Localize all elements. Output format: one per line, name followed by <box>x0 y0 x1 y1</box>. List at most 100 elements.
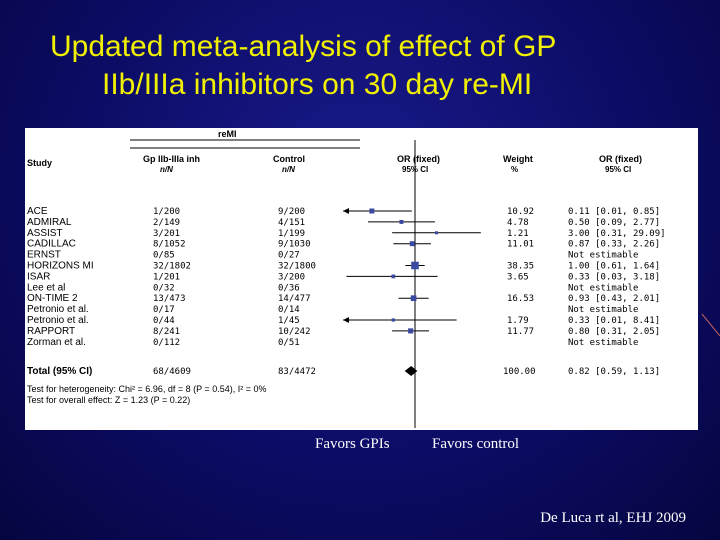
study-weight: 4.78 <box>507 218 529 228</box>
ci-arrow-left <box>343 317 349 323</box>
header-or2: OR (fixed) <box>599 154 642 164</box>
header-or2-ci: 95% CI <box>605 165 631 174</box>
control-count: 0/36 <box>278 283 300 293</box>
point-estimate <box>409 241 415 247</box>
title-line-2: IIb/IIIa inhibitors on 30 day re-MI <box>102 68 533 101</box>
header-treat: Gp IIb-IIIa inh <box>143 154 200 164</box>
treat-count: 8/241 <box>153 327 180 337</box>
study-name: ADMIRAL <box>27 217 72 228</box>
treat-count: 2/149 <box>153 218 180 228</box>
control-count: 4/151 <box>278 218 305 228</box>
study-name: ISAR <box>27 271 50 282</box>
header-control: Control <box>273 154 305 164</box>
header-weight-unit: % <box>511 165 518 174</box>
slide-title: Updated meta-analysis of effect of GP II… <box>40 28 680 104</box>
point-estimate <box>391 318 395 322</box>
study-weight: 1.21 <box>507 229 529 239</box>
study-or-text: 0.33 [0.01, 8.41] <box>568 316 660 326</box>
treat-count: 1/200 <box>153 207 180 217</box>
control-count: 0/27 <box>278 251 300 261</box>
forest-plot: reMI Study Gp IIb-IIIa inh n/N Control n… <box>27 129 666 428</box>
treat-count: 0/85 <box>153 251 175 261</box>
study-name: ACE <box>27 206 48 217</box>
outcome-label: reMI <box>218 129 237 139</box>
point-estimate <box>408 328 414 334</box>
study-weight: 38.35 <box>507 262 534 272</box>
overall-effect-test: Test for overall effect: Z = 1.23 (P = 0… <box>27 395 190 405</box>
treat-count: 0/112 <box>153 338 180 348</box>
total-name: Total (95% CI) <box>27 366 92 377</box>
study-name: ON-TIME 2 <box>27 293 78 304</box>
study-weight: 16.53 <box>507 294 534 304</box>
ci-arrow-left <box>343 208 349 214</box>
treat-count: 0/17 <box>153 305 175 315</box>
control-count: 0/14 <box>278 305 300 315</box>
study-or-text: Not estimable <box>568 338 638 348</box>
header-control-sub: n/N <box>282 165 295 174</box>
favors-control-label: Favors control <box>432 436 520 452</box>
study-name: Petronio et al. <box>27 304 89 315</box>
point-estimate <box>411 261 419 270</box>
control-count: 1/45 <box>278 316 300 326</box>
header-study: Study <box>27 158 52 168</box>
study-weight: 3.65 <box>507 272 529 282</box>
treat-count: 32/1802 <box>153 262 191 272</box>
total-or-text: 0.82 [0.59, 1.13] <box>568 367 660 377</box>
header-or: OR (fixed) <box>397 154 440 164</box>
control-count: 0/51 <box>278 338 300 348</box>
study-weight: 10.92 <box>507 207 534 217</box>
header-weight: Weight <box>503 154 533 164</box>
study-or-text: Not estimable <box>568 283 638 293</box>
study-name: RAPPORT <box>27 326 75 337</box>
study-weight: 11.01 <box>507 240 534 250</box>
study-name: Lee et al <box>27 282 65 293</box>
total-weight: 100.00 <box>503 367 536 377</box>
study-or-text: 1.00 [0.61, 1.64] <box>568 262 660 272</box>
treat-count: 0/32 <box>153 283 175 293</box>
control-count: 32/1800 <box>278 262 316 272</box>
total-treat: 68/4609 <box>153 367 191 377</box>
study-or-text: Not estimable <box>568 305 638 315</box>
study-or-text: 0.87 [0.33, 2.26] <box>568 240 660 250</box>
study-or-text: 0.11 [0.01, 0.85] <box>568 207 660 217</box>
treat-count: 3/201 <box>153 229 180 239</box>
favors-gpis-label: Favors GPIs <box>315 436 390 452</box>
study-or-text: 0.50 [0.09, 2.77] <box>568 218 660 228</box>
study-name: ASSIST <box>27 228 63 239</box>
study-or-text: 0.80 [0.31, 2.05] <box>568 327 660 337</box>
treat-count: 0/44 <box>153 316 175 326</box>
point-estimate <box>410 295 417 302</box>
study-name: ERNST <box>27 250 61 261</box>
total-control: 83/4472 <box>278 367 316 377</box>
control-count: 10/242 <box>278 327 311 337</box>
point-estimate <box>399 219 404 224</box>
control-count: 14/477 <box>278 294 311 304</box>
point-estimate <box>434 231 438 235</box>
forest-plot-panel: reMI Study Gp IIb-IIIa inh n/N Control n… <box>25 128 698 430</box>
control-count: 9/200 <box>278 207 305 217</box>
point-estimate <box>391 274 396 279</box>
study-name: HORIZONS MI <box>27 261 94 272</box>
study-weight: 11.77 <box>507 327 534 337</box>
point-estimate <box>369 208 375 214</box>
heterogeneity-test: Test for heterogeneity: Chi² = 6.96, df … <box>27 384 266 394</box>
study-name: CADILLAC <box>27 239 76 250</box>
study-or-text: 0.33 [0.03, 3.18] <box>568 272 660 282</box>
study-name: Petronio et al. <box>27 315 89 326</box>
study-weight: 1.79 <box>507 316 529 326</box>
title-line-1: Updated meta-analysis of effect of GP <box>50 30 557 63</box>
treat-count: 8/1052 <box>153 240 186 250</box>
header-treat-sub: n/N <box>160 165 173 174</box>
control-count: 1/199 <box>278 229 305 239</box>
treat-count: 1/201 <box>153 272 180 282</box>
study-or-text: 3.00 [0.31, 29.09] <box>568 229 666 239</box>
total-diamond <box>404 366 418 376</box>
control-count: 3/200 <box>278 272 305 282</box>
decorative-line <box>701 313 720 337</box>
treat-count: 13/473 <box>153 294 186 304</box>
study-or-text: 0.93 [0.43, 2.01] <box>568 294 660 304</box>
study-or-text: Not estimable <box>568 251 638 261</box>
study-name: Zorman et al. <box>27 337 86 348</box>
citation: De Luca rt al, EHJ 2009 <box>540 510 686 526</box>
control-count: 9/1030 <box>278 240 311 250</box>
